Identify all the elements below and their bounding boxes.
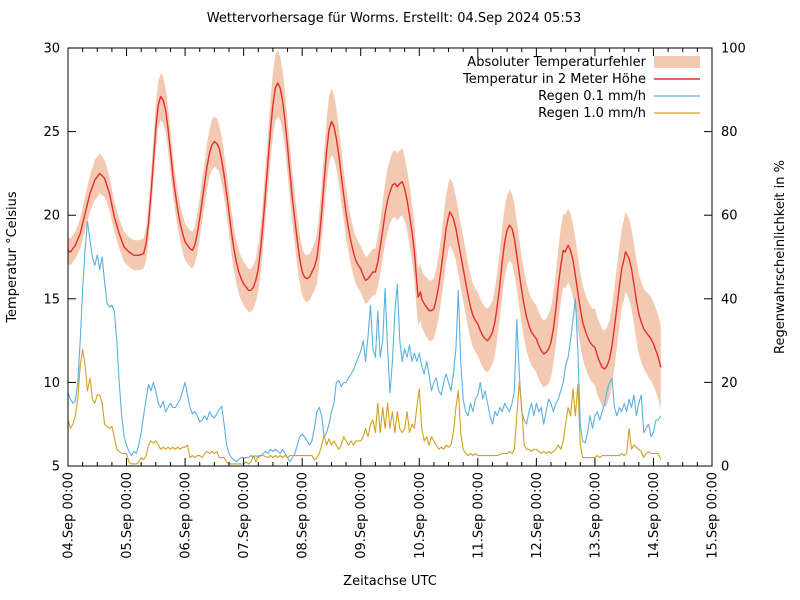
y-left-tick-label: 25 [43, 125, 60, 140]
x-tick-label: 07.Sep 00:00 [237, 472, 252, 559]
y-right-tick-label: 40 [721, 292, 738, 307]
legend-label-rain-10: Regen 1.0 mm/h [538, 106, 646, 121]
x-tick-label: 10.Sep 00:00 [413, 472, 428, 559]
x-tick-label: 11.Sep 00:00 [471, 472, 486, 559]
y-axis-label-right: Regenwahrscheinlichkeit in % [773, 160, 788, 354]
x-axis-label: Zeitachse UTC [343, 574, 437, 589]
temperature-error-band [68, 49, 661, 410]
x-tick-label: 15.Sep 00:00 [706, 472, 721, 559]
y-right-ticks: 0 20 40 60 80 100 [704, 42, 746, 475]
x-tick-label: 09.Sep 00:00 [354, 472, 369, 559]
y-right-tick-label: 80 [721, 125, 738, 140]
legend-swatch-band [654, 56, 700, 68]
y-right-tick-label: 20 [721, 376, 738, 391]
x-tick-label: 06.Sep 00:00 [179, 472, 194, 559]
legend-swatches [654, 56, 700, 114]
chart-title: Wettervorhersage für Worms. Erstellt: 04… [207, 11, 582, 26]
rain-01mm-line [67, 220, 662, 463]
y-left-tick-label: 15 [43, 292, 60, 307]
y-left-ticks: 5 10 15 20 25 30 [43, 42, 76, 475]
rain-10mm-line [67, 348, 662, 465]
x-tick-label: 08.Sep 00:00 [296, 472, 311, 559]
y-left-tick-label: 10 [43, 376, 60, 391]
plot-area: 04.Sep 00:00 05.Sep 00:00 06.Sep 00:00 07.S… [43, 42, 745, 559]
legend-label-error-band: Absoluter Temperaturfehler [467, 55, 646, 70]
x-axis-ticks [67, 48, 713, 466]
x-tick-label: 04.Sep 00:00 [62, 472, 77, 559]
y-left-tick-label: 20 [43, 209, 60, 224]
x-tick-labels: 04.Sep 00:00 05.Sep 00:00 06.Sep 00:00 07.S… [62, 472, 721, 559]
temperature-line [67, 82, 662, 370]
x-tick-label: 12.Sep 00:00 [530, 472, 545, 559]
legend-label-temperature: Temperatur in 2 Meter Höhe [462, 72, 646, 87]
y-right-tick-label: 60 [721, 209, 738, 224]
y-left-tick-label: 30 [43, 42, 60, 57]
legend: Absoluter Temperaturfehler Temperatur in… [462, 55, 700, 121]
y-right-tick-label: 100 [721, 42, 746, 57]
x-tick-label: 05.Sep 00:00 [120, 472, 135, 559]
y-axis-label-left: Temperatur °Celsius [5, 191, 20, 324]
y-left-tick-label: 5 [52, 460, 60, 475]
x-tick-label: 14.Sep 00:00 [647, 472, 662, 559]
x-tick-label: 13.Sep 00:00 [588, 472, 603, 559]
legend-label-rain-01: Regen 0.1 mm/h [538, 89, 646, 104]
y-right-tick-label: 0 [721, 460, 729, 475]
